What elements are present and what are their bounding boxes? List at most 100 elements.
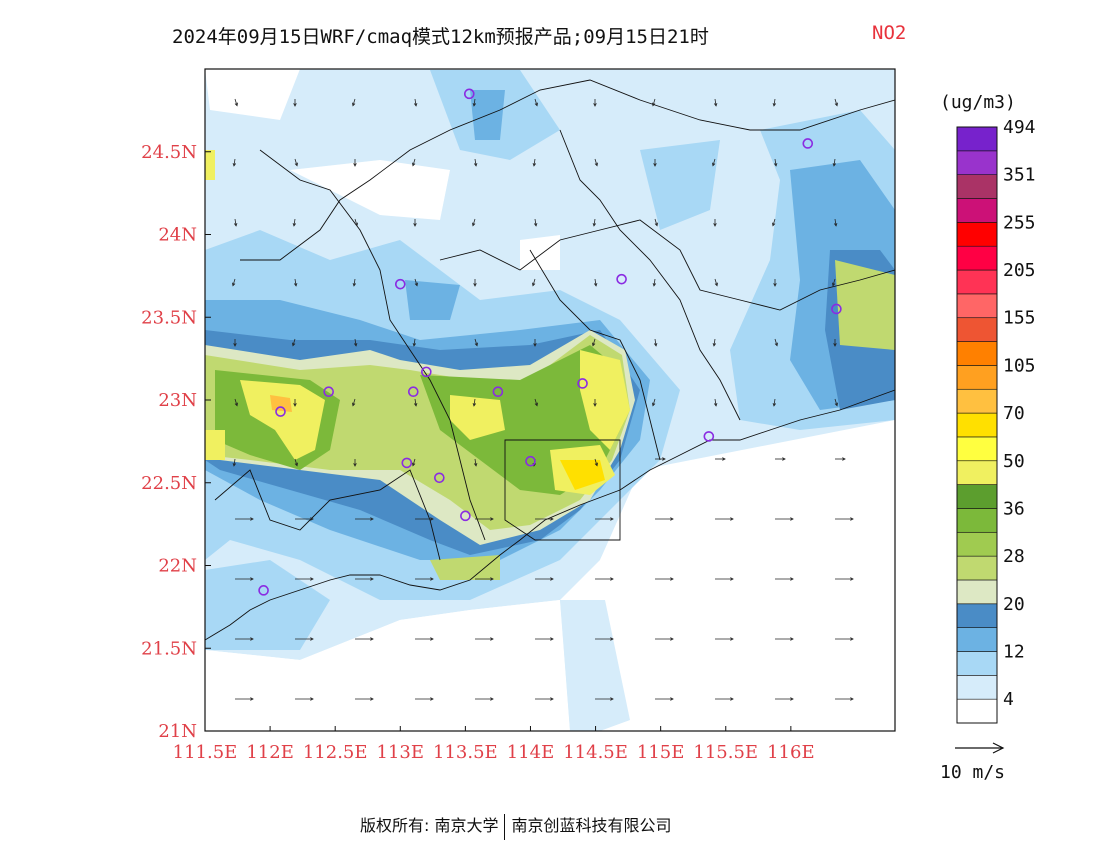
wind-arrow [532, 278, 536, 286]
wind-arrow-head [730, 697, 734, 701]
legend-unit: (ug/m3) [940, 92, 1016, 113]
station-marker [492, 386, 504, 398]
wind-arrow-head [722, 457, 726, 461]
station-marker [616, 273, 627, 285]
wind-arrow [352, 98, 356, 106]
wind-arrow-head [430, 637, 434, 641]
wind-arrow-head [662, 457, 666, 461]
wind-arrow-head [370, 637, 374, 641]
wind-arrow-head [670, 517, 674, 521]
wind-arrow-head [472, 402, 477, 407]
wind-arrow [233, 158, 236, 166]
wind-arrow [773, 98, 776, 106]
legend-swatch [956, 436, 998, 462]
legend-label: 4 [1003, 689, 1014, 710]
wind-arrow [714, 278, 718, 286]
wind-arrow-head [773, 162, 778, 167]
legend-swatch [956, 126, 998, 152]
wind-arrow-head [473, 162, 478, 167]
wind-arrow-head [730, 637, 734, 641]
wind-arrow-head [490, 577, 494, 581]
legend-label: 205 [1003, 260, 1036, 281]
legend-swatch [956, 341, 998, 366]
wind-arrow-head [474, 342, 478, 347]
wind-arrow-head [232, 282, 236, 287]
legend-swatch [956, 531, 998, 557]
wind-arrow [714, 398, 717, 406]
wind-arrow [233, 458, 236, 466]
legend-swatch [956, 675, 998, 700]
wind-arrow-head [594, 462, 598, 467]
wind-arrow-head [472, 102, 477, 107]
wind-arrow [474, 158, 477, 166]
wind-arrow-head [490, 517, 494, 521]
lat-tick-label: 24.5N [141, 142, 197, 163]
wind-arrow-head [310, 517, 314, 521]
wind-arrow-head [670, 637, 674, 641]
wind-arrow-head [790, 577, 794, 581]
legend-label: 28 [1003, 546, 1025, 567]
legend-swatch [956, 365, 998, 390]
wind-arrow-head [250, 697, 254, 701]
wind-scale-label: 10 m/s [940, 762, 1005, 783]
wind-arrow-head [250, 577, 254, 581]
wind-arrow [712, 158, 716, 166]
wind-arrow-head [413, 102, 418, 107]
wind-arrow-head [412, 462, 416, 467]
title-main: 2024年09月15日WRF/cmaq模式12km预报产品;09月15日21时 [172, 26, 709, 48]
legend-swatch [956, 651, 998, 676]
legend-label: 351 [1003, 165, 1036, 186]
wind-arrow [534, 218, 537, 226]
station-marker [421, 366, 432, 378]
wind-arrow-head [593, 282, 598, 287]
wind-arrow-head [234, 402, 238, 407]
wind-arrow-head [310, 697, 314, 701]
legend-label: 494 [1003, 117, 1036, 138]
legend-swatch [956, 388, 998, 414]
wind-arrow [834, 218, 837, 226]
wind-arrow-head [712, 342, 717, 347]
wind-arrow [592, 338, 596, 346]
station-marker [802, 138, 814, 149]
lat-tick-label: 23.5N [141, 307, 197, 328]
axis-ticks: 111.5E 112E 112.5E 113E 113.5E 114E 114.5E 115E… [141, 142, 814, 763]
wind-arrow-head [832, 162, 837, 167]
legend-label: 70 [1003, 403, 1025, 424]
wind-arrow-head [653, 342, 658, 347]
wind-arrow [534, 98, 538, 106]
wind-arrow-head [850, 577, 854, 581]
wind-arrow-head [292, 342, 296, 347]
wind-arrow-head [234, 102, 238, 107]
wind-arrow-head [534, 102, 538, 107]
wind-arrow-head [610, 577, 614, 581]
wind-arrow [654, 218, 658, 226]
wind-arrow [354, 338, 357, 346]
station-marker [831, 303, 842, 315]
wind-arrow-head [550, 697, 554, 701]
lon-tick-label: 114E [507, 742, 555, 763]
wind-arrow-head [790, 637, 794, 641]
wind-arrow-head [730, 577, 734, 581]
monitoring-stations [258, 88, 842, 596]
wind-arrow-head [550, 637, 554, 641]
legend-swatch [956, 412, 998, 438]
wind-arrow [594, 278, 597, 286]
wind-arrow [593, 218, 596, 226]
station-marker [463, 88, 475, 100]
legend-swatch [956, 508, 998, 533]
wind-arrow-head [292, 222, 297, 227]
wind-arrow-head [610, 637, 614, 641]
wind-arrow-head [772, 402, 777, 407]
wind-arrow-head [774, 342, 778, 347]
lon-tick-label: 113.5E [433, 742, 498, 763]
wind-arrow-head [473, 462, 478, 467]
station-marker [394, 278, 406, 290]
station-marker [525, 455, 536, 467]
station-marker [703, 431, 715, 442]
wind-arrow-head [310, 637, 314, 641]
wind-arrow-head [652, 282, 657, 287]
wind-arrow [653, 278, 656, 286]
wind-arrow-head [430, 577, 434, 581]
legend-label: 50 [1003, 451, 1025, 472]
station-marker [408, 386, 419, 398]
